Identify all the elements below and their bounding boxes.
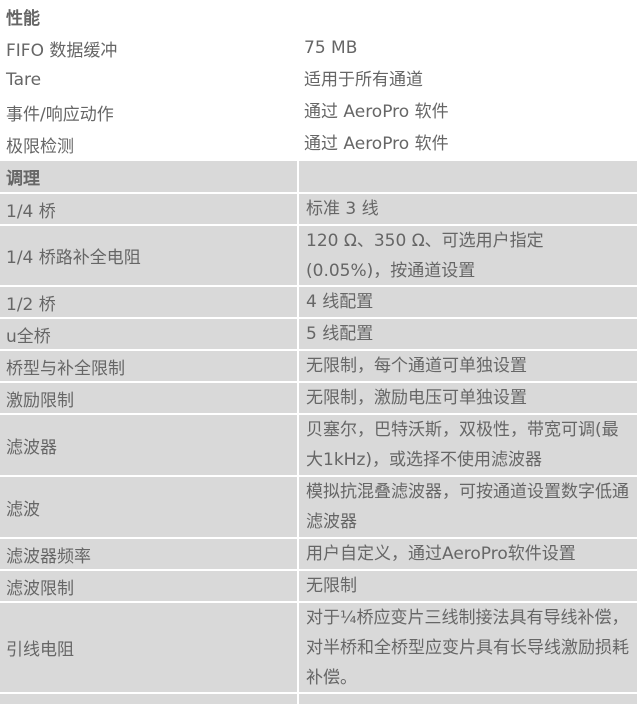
table-row: 滤波器频率 用户自定义，通过AeroPro软件设置 <box>0 539 637 569</box>
row-value: 无限制，激励电压可单独设置 <box>299 383 637 413</box>
table-row: 滤波 模拟抗混叠滤波器，可按通道设置数字低通滤波器 <box>0 477 637 537</box>
table-row: 滤波器 贝塞尔，巴特沃斯，双极性，带宽可调(最大1kHz)，或选择不使用滤波器 <box>0 415 637 475</box>
section-title: 调理 <box>0 161 297 192</box>
section-conditioning: 调理 1/4 桥标准 3 线 1/4 桥路补全电阻 120 Ω、350 Ω、可选用… <box>0 161 637 704</box>
row-value: 对于¼桥应变片三线制接法具有导线补偿， 对半桥和全桥型应变片具有长导线激励损耗补… <box>299 603 637 692</box>
row-value: 120 Ω、350 Ω、可选用户指定 (0.05%)，按通道设置 <box>299 226 637 285</box>
table-row: FIFO 数据缓冲 75 MB <box>0 32 637 64</box>
row-value: 模拟抗混叠滤波器，可按通道设置数字低通滤波器 <box>299 477 637 537</box>
row-label: 滤波器 <box>0 415 297 475</box>
row-value: 用户自定义，通过AeroPro软件设置 <box>299 539 637 569</box>
table-row: 引线电阻 对于¼桥应变片三线制接法具有导线补偿， 对半桥和全桥型应变片具有长导线激… <box>0 603 637 692</box>
row-value: 无限制，每个通道可单独设置 <box>299 351 637 381</box>
table-row: 1/4 桥标准 3 线 <box>0 194 637 224</box>
row-label: 滤波限制 <box>0 571 297 601</box>
table-row: 1/4 桥路补全电阻 120 Ω、350 Ω、可选用户指定 (0.05%)，按通道… <box>0 226 637 285</box>
row-label: 引线电阻 <box>0 603 297 692</box>
table-row: 极限检测 通过 AeroPro 软件 <box>0 128 637 160</box>
table-row: Tare 适用于所有通道 <box>0 64 637 96</box>
row-label: 激励限制 <box>0 383 297 413</box>
table-row: 激励限制 无限制，激励电压可单独设置 <box>0 383 637 413</box>
row-label: 事件/响应动作 <box>0 96 297 128</box>
table-row: 桥型与补全限制 无限制，每个通道可单独设置 <box>0 351 637 381</box>
row-label: FIFO 数据缓冲 <box>0 32 297 64</box>
row-value: 无限制 <box>299 571 637 601</box>
row-label: 桥型与补全限制 <box>0 351 297 381</box>
table-row: 滤波限制 无限制 <box>0 571 637 601</box>
section-performance: 性能 FIFO 数据缓冲 75 MB Tare 适用于所有通道 事件/响应动作 通过 … <box>0 0 637 160</box>
section-title: 性能 <box>0 0 297 32</box>
row-label: 滤波器频率 <box>0 539 297 569</box>
row-label: 1/2 桥 <box>0 287 297 317</box>
row-value: 4 线配置 <box>299 287 637 317</box>
row-label: u全桥 <box>0 319 297 349</box>
section-header: 性能 <box>0 0 637 32</box>
section-header: 调理 <box>0 161 637 192</box>
row-value: 5 线配置 <box>299 319 637 349</box>
row-value: 通过 AeroPro 软件 <box>297 128 637 160</box>
row-label: 滤波 <box>0 477 297 537</box>
row-label: 1/4 桥路补全电阻 <box>0 226 297 285</box>
row-value: 75 MB <box>297 32 637 64</box>
row-value: 标准 3 线 <box>299 194 637 224</box>
table-row-partial <box>0 694 637 704</box>
row-value: 贝塞尔，巴特沃斯，双极性，带宽可调(最大1kHz)，或选择不使用滤波器 <box>299 415 637 475</box>
row-label: 1/4 桥 <box>0 194 297 224</box>
table-row: u全桥 5 线配置 <box>0 319 637 349</box>
row-value: 通过 AeroPro 软件 <box>297 96 637 128</box>
row-value: 适用于所有通道 <box>297 64 637 96</box>
row-label: Tare <box>0 64 297 96</box>
row-label: 极限检测 <box>0 128 297 160</box>
table-row: 事件/响应动作 通过 AeroPro 软件 <box>0 96 637 128</box>
